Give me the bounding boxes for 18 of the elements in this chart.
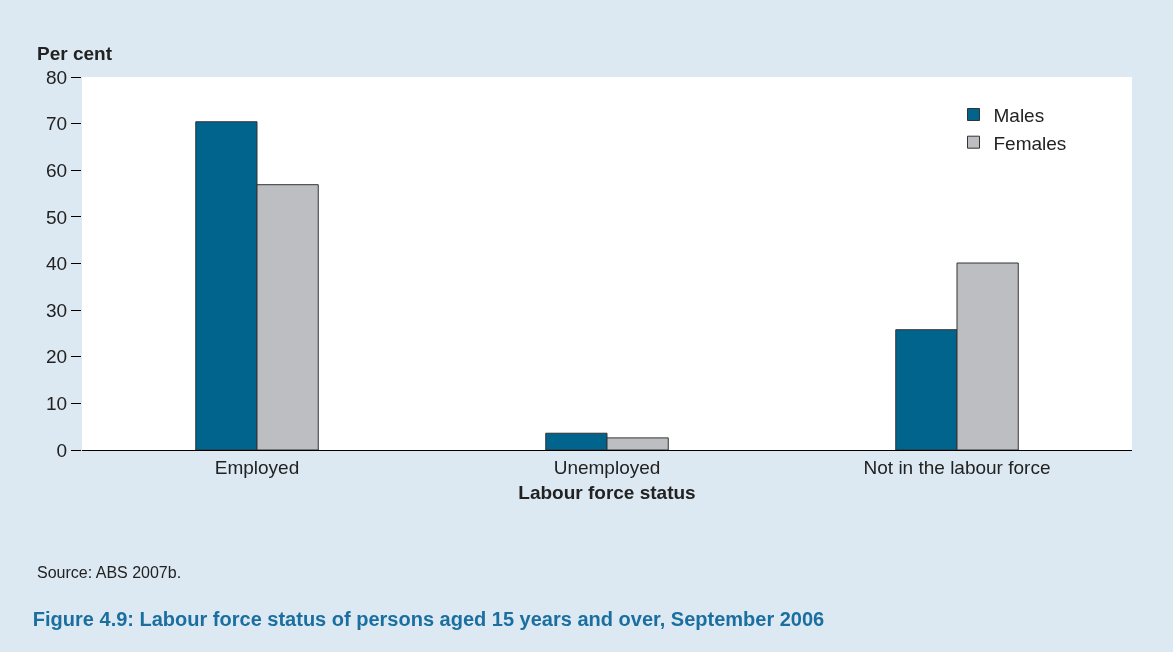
x-tick-label: Employed — [214, 456, 300, 478]
y-tick-label: 0 — [56, 439, 68, 461]
y-tick-label: 60 — [46, 159, 68, 181]
x-tick-label: Not in the labour force — [863, 456, 1051, 478]
y-tick-label: 50 — [46, 206, 68, 228]
y-tick-label: 40 — [46, 253, 68, 275]
text: Figure 4.9: Labour force status of persons aged 15 years and over, September 2006 — [32, 607, 825, 630]
x-tick-label: Unemployed — [553, 456, 661, 478]
x-axis-title: Labour force status — [518, 481, 696, 503]
y-tick-label: 20 — [46, 346, 68, 368]
legend-label: Females — [993, 132, 1067, 154]
y-tick-label: 80 — [46, 66, 68, 88]
y-tick-label: 30 — [46, 299, 68, 321]
legend-label: Males — [993, 104, 1045, 126]
y-tick-label: 70 — [46, 113, 68, 135]
y-axis-title: Per cent — [37, 43, 113, 64]
y-tick-label: 10 — [46, 393, 68, 415]
source-note: Source: ABS 2007b. — [37, 564, 182, 581]
